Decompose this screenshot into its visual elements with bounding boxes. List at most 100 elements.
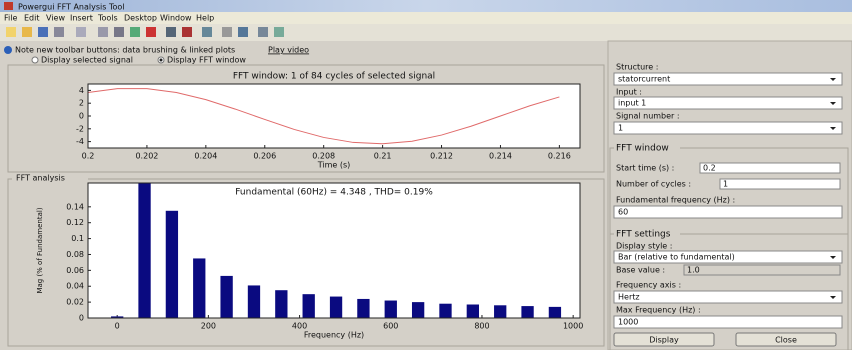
- control-label: Display style :: [616, 242, 672, 251]
- x-tick-label: 200: [201, 322, 216, 331]
- edit-value: 1.0: [687, 266, 700, 275]
- chart-title: Fundamental (60Hz) = 4.348 , THD= 0.19%: [235, 188, 433, 198]
- radio-dot: [159, 58, 163, 62]
- x-axis-label: Time (s): [317, 161, 351, 170]
- radio-label[interactable]: Display FFT window: [167, 56, 246, 65]
- dropdown-arrow: [830, 127, 836, 130]
- control-label: Base value :: [616, 266, 665, 275]
- bar: [494, 305, 507, 318]
- bar: [275, 290, 288, 318]
- button-label[interactable]: Display: [649, 336, 679, 345]
- button[interactable]: [735, 332, 837, 347]
- bar: [411, 302, 425, 318]
- dropdown[interactable]: [613, 250, 843, 264]
- x-tick-label: 0.208: [312, 152, 335, 161]
- button-label[interactable]: Close: [775, 336, 797, 345]
- bar: [247, 285, 261, 318]
- edit-value: 1000: [618, 318, 638, 327]
- x-tick-label: 800: [474, 322, 489, 331]
- control-label: Frequency axis :: [616, 281, 681, 290]
- menu-item[interactable]: View: [46, 14, 65, 23]
- note-link[interactable]: Play video: [268, 46, 309, 55]
- section-label-bg: [614, 143, 680, 153]
- x-tick-label: 600: [383, 322, 398, 331]
- dropdown[interactable]: [613, 96, 843, 110]
- dropdown-arrow: [830, 102, 836, 105]
- edit-box[interactable]: [719, 178, 841, 190]
- edit-value: 60: [618, 208, 628, 217]
- dropdown-value: 1: [618, 124, 623, 133]
- radio[interactable]: [31, 56, 39, 64]
- edit-box: [683, 264, 841, 276]
- dropdown-value: Bar (relative to fundamental): [618, 253, 735, 262]
- bar: [220, 275, 233, 318]
- y-tick-label: 4: [79, 86, 84, 95]
- x-axis-label: Frequency (Hz): [304, 331, 364, 340]
- edit-box[interactable]: [613, 315, 843, 329]
- button[interactable]: [613, 332, 715, 347]
- y-tick-label: -4: [76, 137, 84, 146]
- toolbar: [0, 24, 852, 41]
- plot-frame: [87, 182, 581, 319]
- menu-bar: [0, 12, 852, 24]
- bar: [384, 300, 397, 318]
- x-tick-label: 0.216: [548, 152, 571, 161]
- plot-frame: [87, 83, 581, 149]
- note-text: Note new toolbar buttons: data brushing …: [15, 46, 235, 55]
- y-tick-label: 0.12: [66, 218, 84, 227]
- menu-item[interactable]: Desktop: [124, 14, 157, 23]
- edit-box[interactable]: [613, 205, 843, 219]
- bar: [521, 306, 534, 318]
- x-tick-label: 1000: [563, 322, 583, 331]
- section-frame: [609, 233, 849, 350]
- control-label: Input :: [616, 88, 642, 97]
- bar: [111, 316, 124, 318]
- menu-item[interactable]: Tools: [97, 14, 118, 23]
- plot-area: [88, 84, 580, 148]
- dropdown-arrow: [830, 256, 836, 259]
- frame-label-bg: [12, 173, 88, 183]
- control-label: Signal number :: [616, 112, 680, 121]
- section-label-bg: [614, 229, 680, 239]
- y-tick-label: 0.02: [66, 298, 84, 307]
- signal-line: [87, 88, 560, 145]
- dropdown-value: input 1: [618, 99, 646, 108]
- menu-item[interactable]: File: [4, 14, 17, 23]
- info-icon: [4, 46, 12, 54]
- dropdown[interactable]: [613, 72, 843, 86]
- toolbar-icons[interactable]: [6, 27, 284, 37]
- bar: [357, 298, 370, 318]
- edit-value: 1: [723, 180, 728, 189]
- x-tick-label: 0: [115, 322, 120, 331]
- control-label: Start time (s) :: [616, 164, 674, 173]
- menu-item[interactable]: Window: [160, 14, 192, 23]
- dropdown[interactable]: [613, 121, 843, 135]
- x-tick-label: 0.206: [253, 152, 276, 161]
- dropdown-arrow: [830, 296, 836, 299]
- bar: [548, 306, 562, 318]
- x-tick-label: 0.214: [489, 152, 512, 161]
- menu-item[interactable]: Help: [196, 14, 214, 23]
- menu-item[interactable]: Insert: [70, 14, 93, 23]
- menu-item[interactable]: Edit: [24, 14, 40, 23]
- x-tick-label: 0.2: [82, 152, 95, 161]
- y-tick-label: 0.14: [66, 202, 84, 211]
- bar: [138, 183, 151, 318]
- x-tick-label: 0.21: [374, 152, 392, 161]
- frame-label: FFT analysis: [16, 174, 65, 183]
- bars: [111, 183, 562, 318]
- y-tick-label: 0: [79, 112, 84, 121]
- bar: [466, 304, 480, 318]
- control-label: Max Frequency (Hz) :: [616, 306, 701, 315]
- dropdown[interactable]: [613, 290, 843, 304]
- dropdown-arrow: [830, 78, 836, 81]
- edit-box[interactable]: [699, 162, 841, 174]
- title-bar: [0, 0, 852, 12]
- bar: [193, 258, 206, 318]
- x-tick-label: 400: [292, 322, 307, 331]
- edit-value: 0.2: [703, 164, 716, 173]
- y-tick-label: 0.04: [66, 282, 84, 291]
- radio-label[interactable]: Display selected signal: [41, 56, 133, 65]
- dropdown-value: Hertz: [618, 293, 640, 302]
